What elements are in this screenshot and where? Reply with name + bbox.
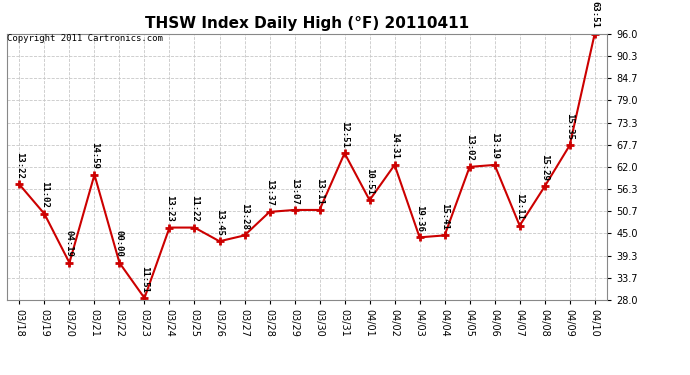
Text: 15:41: 15:41	[440, 203, 449, 230]
Text: 13:45: 13:45	[215, 209, 224, 236]
Text: 11:02: 11:02	[40, 182, 49, 208]
Text: 13:28: 13:28	[240, 203, 249, 230]
Text: 19:36: 19:36	[415, 205, 424, 232]
Text: 14:59: 14:59	[90, 142, 99, 169]
Text: 15:29: 15:29	[540, 154, 549, 181]
Text: 13:11: 13:11	[315, 177, 324, 204]
Text: 63:51: 63:51	[590, 2, 599, 28]
Text: 13:23: 13:23	[165, 195, 174, 222]
Text: 13:19: 13:19	[490, 132, 499, 159]
Text: 13:07: 13:07	[290, 177, 299, 204]
Text: 10:51: 10:51	[365, 168, 374, 195]
Text: 12:11: 12:11	[515, 193, 524, 220]
Title: THSW Index Daily High (°F) 20110411: THSW Index Daily High (°F) 20110411	[145, 16, 469, 31]
Text: 00:00: 00:00	[115, 230, 124, 257]
Text: 04:19: 04:19	[65, 230, 74, 257]
Text: 11:51: 11:51	[140, 266, 149, 292]
Text: 12:51: 12:51	[340, 121, 349, 148]
Text: 13:22: 13:22	[15, 152, 24, 179]
Text: 13:02: 13:02	[465, 135, 474, 161]
Text: Copyright 2011 Cartronics.com: Copyright 2011 Cartronics.com	[7, 34, 163, 43]
Text: 11:22: 11:22	[190, 195, 199, 222]
Text: 13:37: 13:37	[265, 180, 274, 206]
Text: 14:31: 14:31	[390, 132, 399, 159]
Text: 15:35: 15:35	[565, 113, 574, 140]
